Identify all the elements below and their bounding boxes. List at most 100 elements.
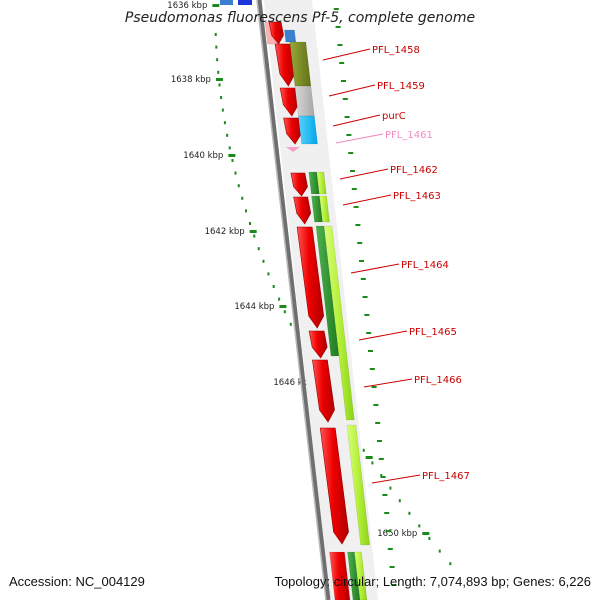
skew-tick [339, 62, 345, 64]
ruler-dot [253, 234, 256, 238]
ruler-tick [422, 532, 430, 535]
gene-arrow-pfl-1463 [293, 196, 312, 225]
genome-backbone [256, 0, 331, 601]
ruler-dot [449, 562, 452, 566]
gene-block-blue [238, 0, 252, 5]
ruler-tick-label: 1638 kbp [171, 75, 211, 85]
ruler-dot [408, 511, 411, 515]
skew-tick [386, 530, 391, 532]
gene-label-pfl-1462: PFL_1462 [390, 165, 438, 176]
skew-tick [366, 332, 372, 334]
gene-leader-line [342, 194, 392, 206]
skew-tick [389, 566, 395, 568]
ruler-dot [234, 171, 237, 175]
ruler-dot [272, 285, 275, 288]
gene-leader-line [332, 114, 381, 127]
skew-tick [377, 440, 382, 442]
ruler-dot [220, 96, 223, 99]
skew-tick [362, 296, 368, 298]
ruler-tick-label: 1640 kbp [183, 151, 223, 161]
gene-arrow-top [268, 21, 284, 45]
backbone-highlight [256, 0, 327, 601]
gene-arrow-pfl-1459 [279, 87, 299, 117]
ruler-dot [226, 133, 229, 137]
cog-bar-lightgreen [316, 171, 327, 195]
gene-arrow-pfl-1458 [274, 43, 296, 87]
gene-label-pfl-1461: PFL_1461 [385, 130, 433, 141]
ruler-dot [216, 58, 219, 62]
ruler-dot [418, 524, 421, 528]
skew-tick [391, 584, 397, 586]
gene-label-pfl-1466: PFL_1466 [414, 375, 462, 386]
gene-arrow-purc [283, 117, 302, 145]
skew-tick [350, 170, 355, 172]
cog-bar-grey [294, 85, 315, 117]
ruler-dot [283, 310, 286, 314]
genome-stats-label: Topology: circular; Length: 7,074,893 bp… [274, 574, 591, 589]
skew-tick [364, 314, 370, 316]
ruler-dot [237, 184, 240, 188]
gene-label-pfl-1463: PFL_1463 [393, 191, 441, 202]
skew-tick [369, 368, 375, 370]
skew-tick [337, 44, 343, 46]
skew-tick [378, 458, 384, 460]
ruler-tick [249, 230, 257, 233]
skew-tick [375, 422, 381, 424]
ruler-dot [249, 222, 252, 225]
skew-tick [341, 80, 346, 82]
gene-arrow-pfl-1462 [290, 172, 308, 197]
ruler-dot [362, 448, 365, 452]
backbone-line [256, 0, 331, 601]
skew-tick [373, 404, 379, 406]
cog-bar-cyan [298, 115, 318, 145]
skew-tick [355, 224, 361, 226]
ruler-dot [289, 322, 292, 326]
cog-bar-lightgreen [319, 195, 330, 223]
ruler-tick-label: 1642 kbp [205, 227, 245, 237]
ruler-tick [228, 154, 236, 157]
gene-labels: PFL_1458 PFL_1459 purC PFL_1461 PFL_1462 PFL_… [322, 45, 470, 484]
ruler-tick-label: 1636 kbp [167, 1, 207, 11]
ruler-dot [262, 259, 265, 263]
skew-tick [351, 188, 357, 190]
skew-tick [357, 242, 363, 244]
gene-arrow-pfl-1461 [286, 147, 300, 152]
ruler-tick [279, 305, 287, 308]
gene-label-purc: purC [382, 111, 406, 122]
ruler-dot [438, 549, 441, 553]
gene-label-pfl-1464: PFL_1464 [401, 260, 449, 271]
gene-block-blue [220, 0, 233, 5]
gene-arrow-pfl-1464 [296, 226, 325, 329]
ruler-tick [215, 78, 223, 81]
cog-bar-lightgreen [346, 424, 370, 546]
skew-tick [382, 494, 388, 496]
gene-arrow-pfl-1465 [308, 330, 328, 359]
skew-tick [359, 260, 364, 262]
map-title: Pseudomonas fluorescens Pf-5, complete g… [124, 10, 476, 26]
gene-block-blue [284, 29, 297, 43]
gene-leader-line [358, 330, 408, 341]
accession-label: Accession: NC_004129 [9, 574, 145, 589]
skew-tick [380, 476, 386, 478]
ruler-tick [212, 4, 220, 7]
ruler-tick-label: 1646 kbp [273, 378, 313, 388]
gene-label-pfl-1467: PFL_1467 [422, 471, 470, 482]
gene-leader-line [328, 84, 376, 97]
ruler-dot [217, 70, 220, 74]
gene-arrow-pfl-1466 [312, 359, 335, 423]
skew-tick [387, 548, 393, 550]
skew-tick [368, 350, 373, 352]
ruler-tick [365, 456, 373, 459]
gene-track [220, 0, 370, 601]
ruler-dot [245, 209, 248, 213]
skew-tick [335, 26, 341, 28]
skew-tick [333, 8, 339, 10]
skew-tick [371, 386, 377, 388]
ruler-dot [278, 297, 281, 301]
ruler-tick-label: 1650 kbp [377, 529, 417, 539]
gene-leader-line [322, 48, 371, 61]
gene-label-pfl-1465: PFL_1465 [409, 327, 457, 338]
gene-leader-line [335, 133, 384, 144]
